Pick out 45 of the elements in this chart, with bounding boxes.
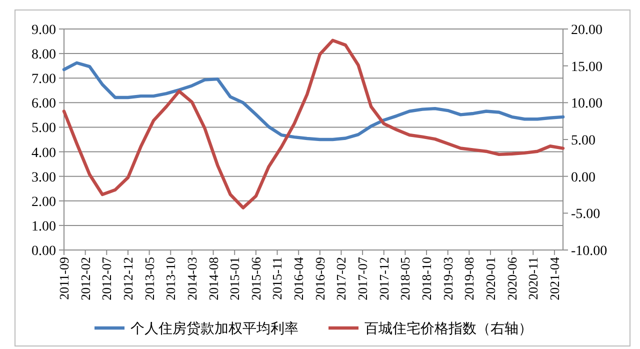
- x-tick-label: 2012-07: [99, 256, 114, 300]
- y-tick-label: 4.00: [32, 146, 56, 161]
- x-tick-label: 2015-01: [227, 257, 242, 300]
- y-tick-label: 9.00: [32, 23, 56, 38]
- y2-tick-label: 15.00: [571, 60, 602, 75]
- legend-label: 百城住宅价格指数（右轴）: [364, 321, 532, 337]
- y2-tick-label: -10.00: [571, 244, 608, 259]
- y2-tick-label: 20.00: [571, 23, 602, 38]
- x-tick-label: 2014-03: [184, 257, 200, 300]
- line-series: [62, 61, 565, 142]
- y2-tick-label: 5.00: [571, 134, 596, 148]
- x-tick-label: 2018-10: [419, 257, 434, 300]
- x-tick-label: 2015-06: [248, 256, 264, 300]
- x-tick-label: 2017-07: [355, 256, 370, 300]
- x-tick-label: 2016-04: [291, 256, 306, 300]
- x-tick-label: 2019-08: [462, 257, 477, 300]
- x-tick-label: 2011-09: [56, 257, 72, 300]
- x-tick-label: 2017-02: [334, 257, 349, 300]
- x-tick-label: 2017-12: [376, 257, 392, 300]
- y2-tick-label: -5.00: [571, 207, 600, 222]
- x-tick-label: 2013-05: [142, 257, 157, 300]
- y-tick-label: 7.00: [32, 72, 56, 88]
- x-tick-label: 2012-02: [78, 257, 93, 300]
- x-tick-label: 2015-11: [270, 257, 285, 300]
- x-tick-label: 2021-04: [546, 256, 562, 300]
- x-tick-label: 2019-03: [440, 257, 456, 300]
- line-series: [62, 38, 565, 210]
- y2-tick-label: 0.00: [571, 170, 596, 186]
- y-tick-label: 0.00: [32, 244, 56, 259]
- y-tick-label: 8.00: [32, 48, 56, 63]
- x-tick-label: 2020-11: [526, 257, 541, 300]
- x-tick-label: 2013-10: [163, 257, 178, 300]
- x-tick-label: 2016-09: [312, 257, 328, 300]
- y-tick-label: 6.00: [32, 96, 56, 112]
- y-tick-label: 3.00: [32, 170, 56, 186]
- x-tick-label: 2020-01: [482, 257, 498, 300]
- x-tick-label: 2018-05: [398, 257, 413, 300]
- y2-tick-label: 10.00: [571, 96, 602, 112]
- x-tick-label: 2020-06: [504, 256, 520, 300]
- y-tick-label: 1.00: [32, 219, 56, 234]
- legend-label: 个人住房贷款加权平均利率: [130, 321, 298, 337]
- y-tick-label: 5.00: [32, 121, 56, 136]
- y-tick-label: 2.00: [32, 194, 56, 210]
- x-tick-label: 2014-08: [206, 257, 221, 300]
- x-tick-label: 2012-12: [120, 257, 136, 300]
